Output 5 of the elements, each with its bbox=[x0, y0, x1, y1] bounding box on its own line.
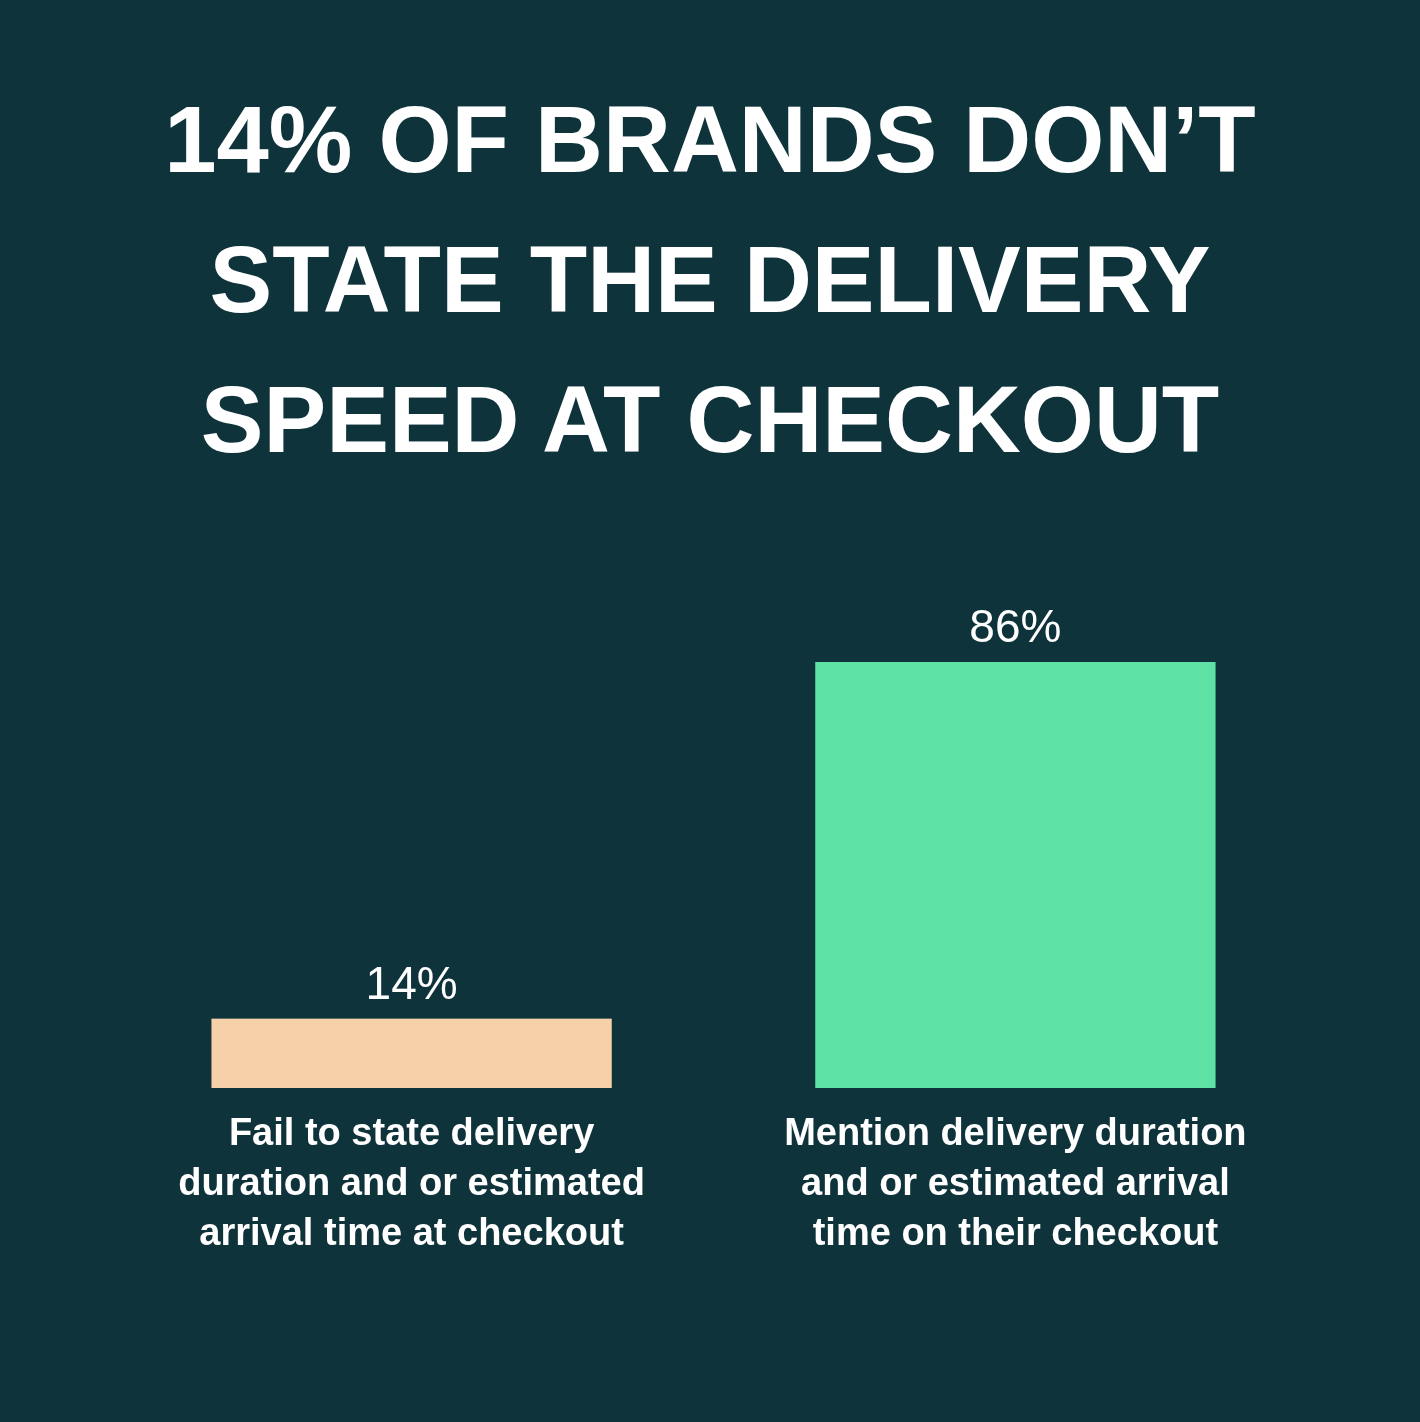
chart-title: 14% OF BRANDS DON’T STATE THE DELIVERY SPEED AT CHECKOUT bbox=[164, 87, 1256, 472]
data-label: 14% bbox=[365, 956, 458, 1009]
x-tick-label: Fail to state delivery duration and or estimated arrival time at checkout bbox=[178, 1111, 645, 1253]
x-tick-label: Mention delivery duration and or estimated arrival time on their checkout bbox=[784, 1111, 1247, 1253]
data-label: 86% bbox=[969, 600, 1062, 652]
